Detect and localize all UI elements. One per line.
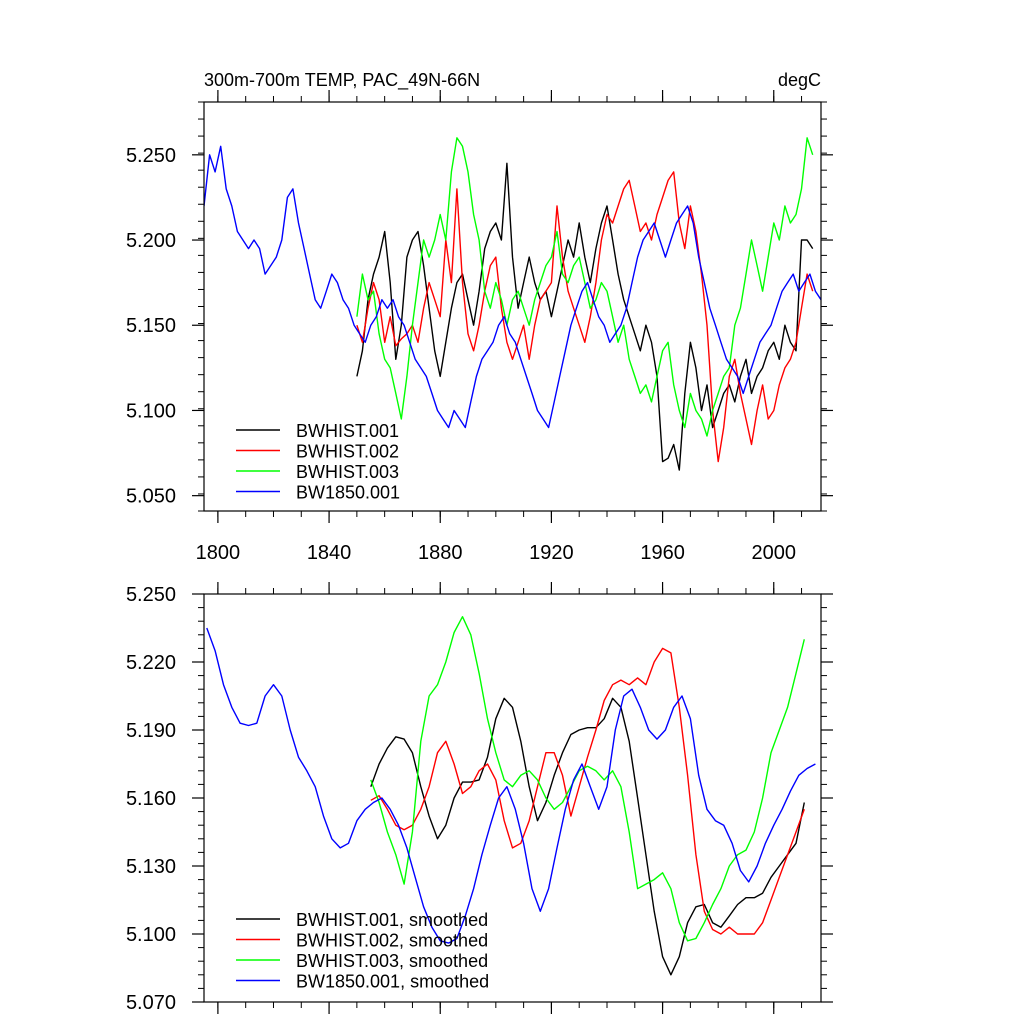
top-x-tick-label: 1880 [418,542,463,564]
top-series-line-3 [356,137,814,437]
top-y-tick-label: 5.150 [126,315,176,337]
top-legend-label-2: BWHIST.002 [296,442,399,462]
top-panel-x-axis: 1800 1840 1880 1920 1960 2000 [196,90,796,564]
top-series-line-4 [204,145,821,429]
top-panel-units: degC [778,70,821,90]
top-panel-frame [203,101,822,512]
bottom-y-tick-label: 5.100 [126,924,176,946]
bottom-series-line-2 [370,647,805,935]
bottom-y-tick-label: 5.070 [126,992,176,1014]
top-series-line-1 [356,162,814,471]
top-y-tick-label: 5.100 [126,400,176,422]
bottom-y-tick-label: 5.130 [126,856,176,878]
top-x-tick-label: 1960 [640,542,685,564]
bottom-y-tick-label: 5.190 [126,720,176,742]
top-y-tick-label: 5.050 [126,486,176,508]
bottom-series-line-3 [370,616,805,942]
bottom-series-line-4 [206,627,816,944]
top-panel-minor-ticks [198,96,827,517]
bottom-y-tick-label: 5.160 [126,788,176,810]
top-panel-series [204,137,821,471]
top-x-tick-label: 1840 [307,542,352,564]
top-x-tick-label: 1800 [196,542,241,564]
top-x-tick-label: 1920 [529,542,574,564]
bottom-panel-y-axis: 5.070 5.100 5.130 5.160 5.190 5.220 5.250 [126,584,833,1014]
bottom-legend-label-1: BWHIST.001, smoothed [296,910,488,930]
top-legend-label-1: BWHIST.001 [296,421,399,441]
top-panel: 300m-700m TEMP, PAC_49N-66N degC 5.0505.… [126,70,833,564]
bottom-legend-label-4: BW1850.001, smoothed [296,972,489,992]
bottom-panel-x-axis [217,582,775,1014]
bottom-y-tick-label: 5.220 [126,652,176,674]
bottom-panel-minor-ticks [198,588,827,1008]
top-series-line-2 [356,171,814,463]
bottom-series-line-1 [370,697,805,976]
top-panel-y-axis: 5.050 5.100 5.150 5.200 5.250 [126,145,833,508]
bottom-panel-frame [203,593,822,1003]
top-legend-label-3: BWHIST.003 [296,462,399,482]
bottom-panel: 5.070 5.100 5.130 5.160 5.190 5.220 5.250 BWHI… [126,582,833,1014]
top-y-tick-label: 5.250 [126,145,176,167]
bottom-panel-series [206,616,816,976]
top-legend-label-4: BW1850.001 [296,483,400,503]
bottom-legend-label-2: BWHIST.002, smoothed [296,931,488,951]
bottom-legend-label-3: BWHIST.003, smoothed [296,951,488,971]
top-y-tick-label: 5.200 [126,230,176,252]
bottom-y-tick-label: 5.250 [126,584,176,606]
top-x-tick-label: 2000 [752,542,797,564]
top-panel-title: 300m-700m TEMP, PAC_49N-66N [204,70,480,91]
